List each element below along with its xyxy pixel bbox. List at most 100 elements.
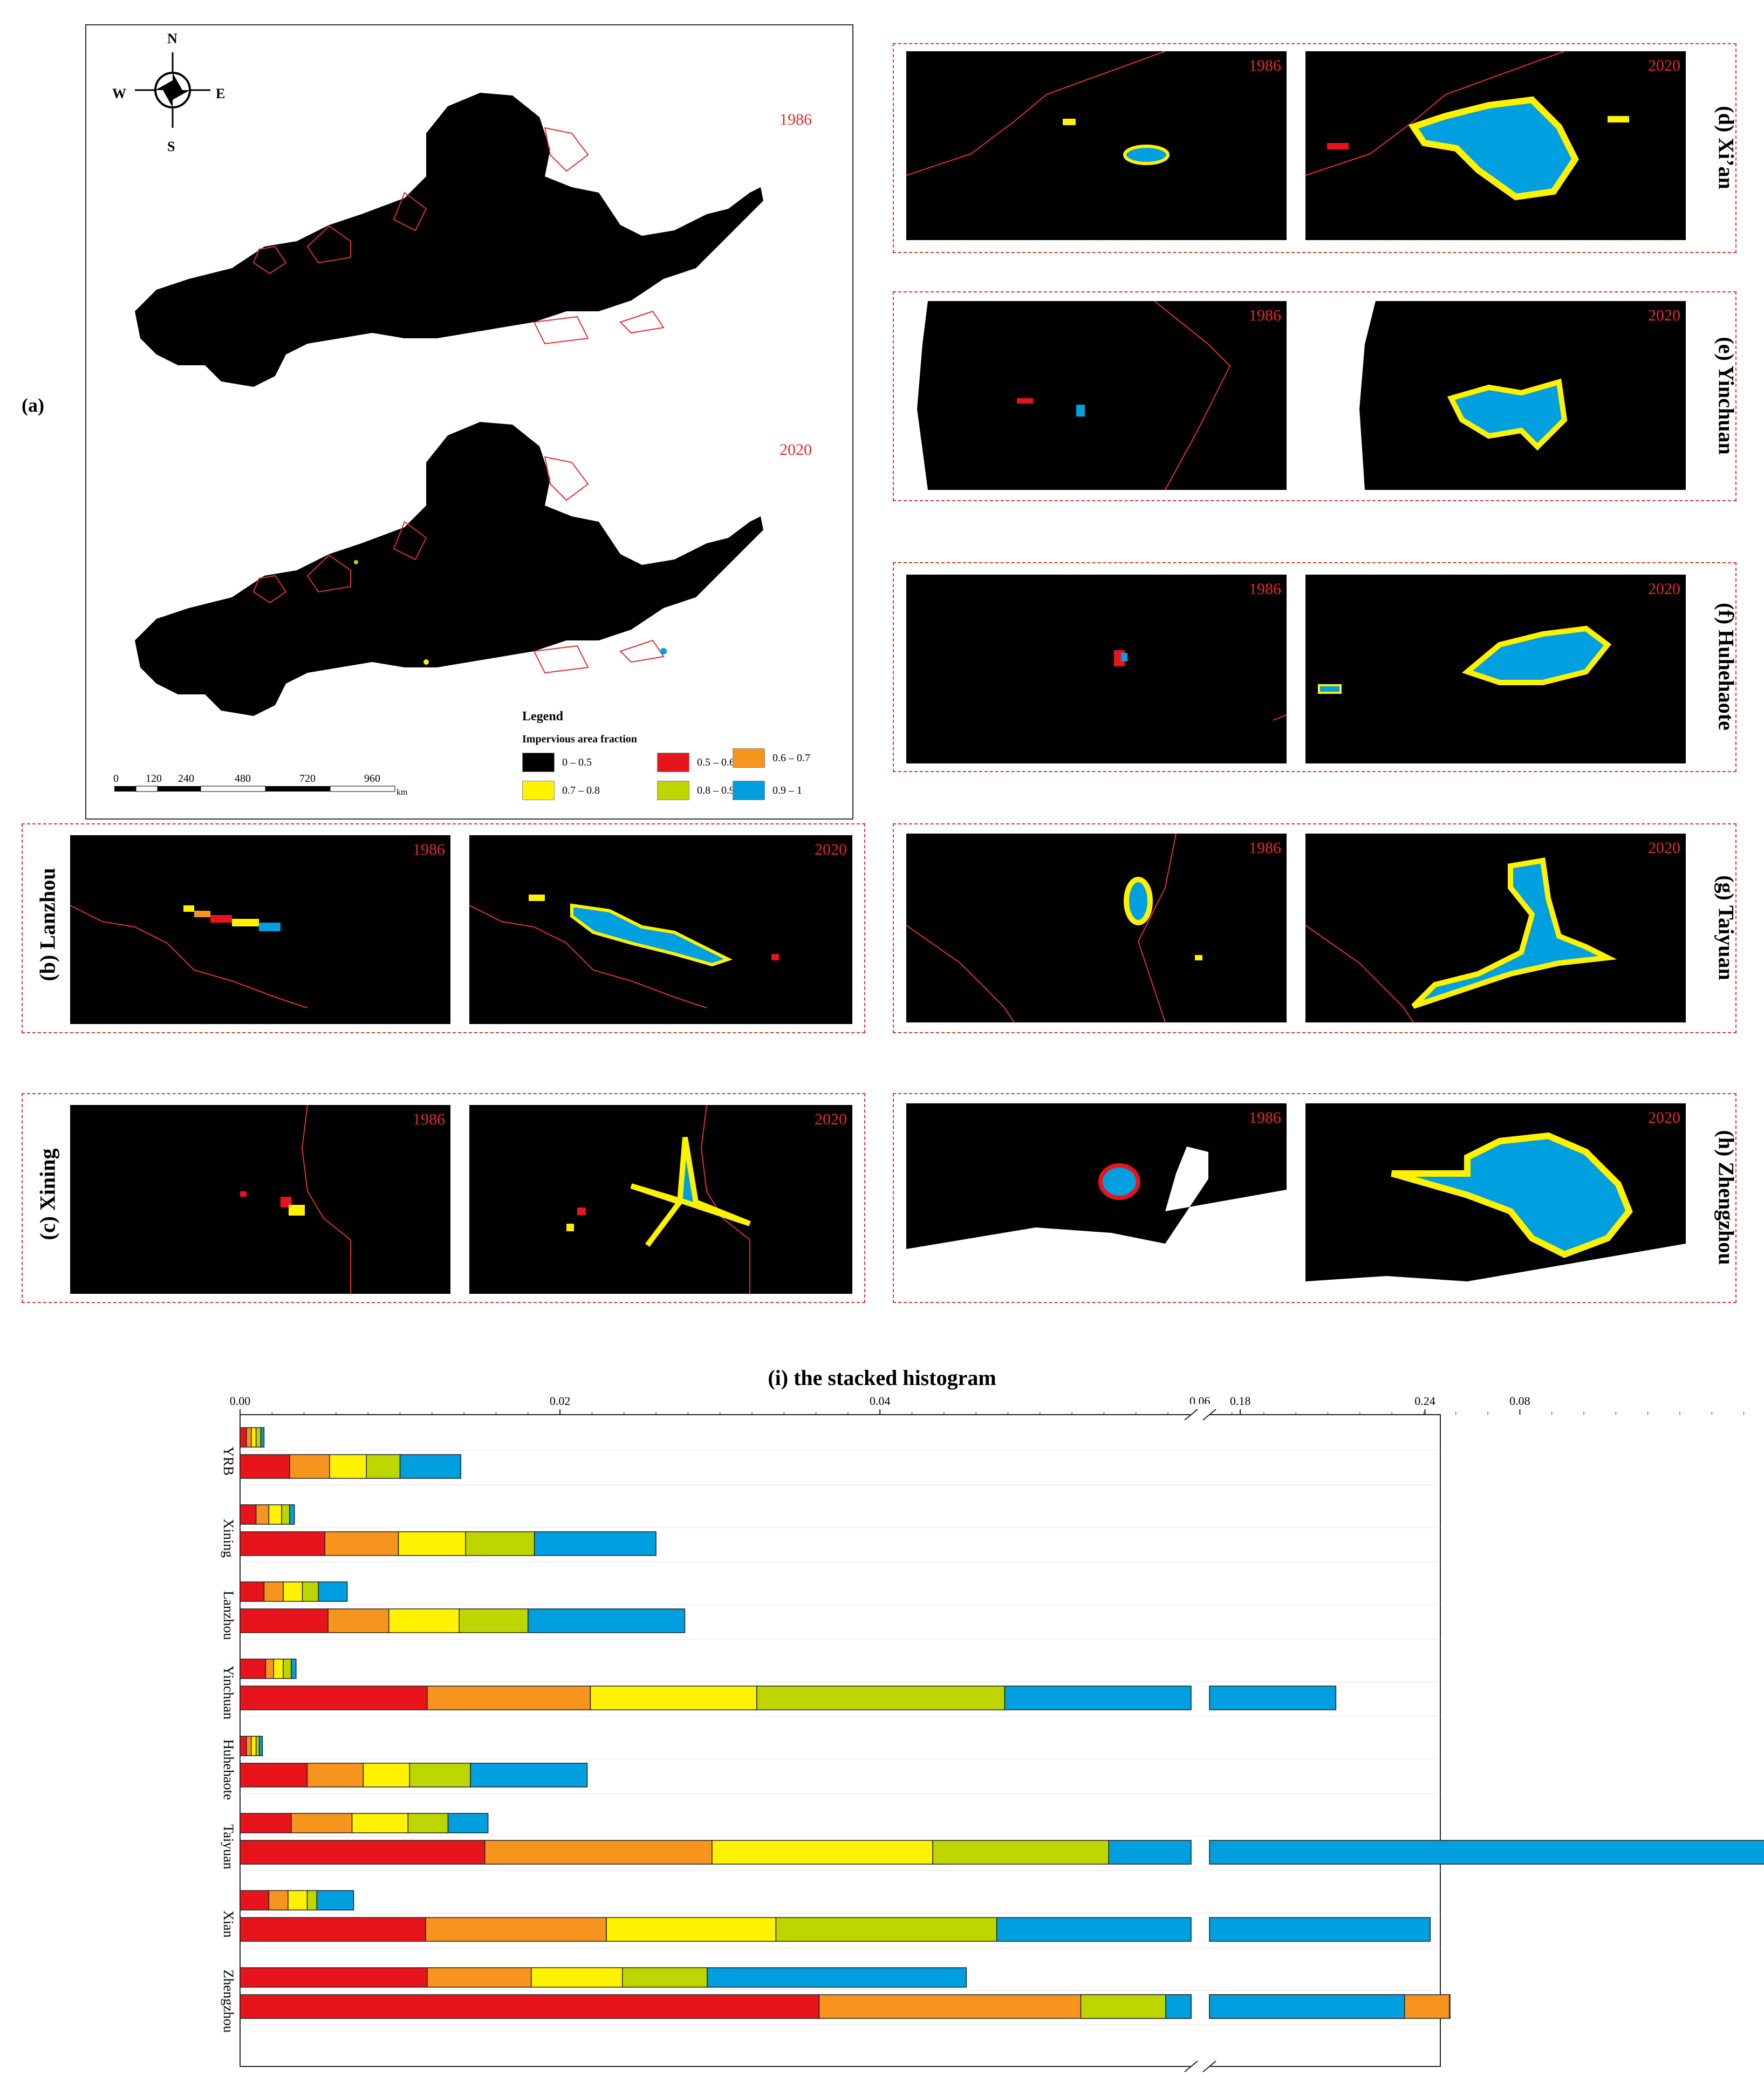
bar-1986-segment: [258, 1736, 263, 1756]
year-label: 2020: [1648, 1109, 1680, 1127]
bar-2020-segment: [459, 1608, 529, 1633]
bar-2020-segment: [1080, 1994, 1166, 2019]
category-label: Taiyuan: [221, 1824, 236, 1869]
scale-unit: km: [396, 788, 408, 797]
overview-year-1986: 1986: [780, 111, 812, 128]
bar-2020-segment: [327, 1608, 389, 1633]
bar-1986-segment: [240, 1581, 265, 1602]
map-yinchuan-1986: 1986: [906, 301, 1287, 490]
bar-1986-segment: [316, 1890, 354, 1911]
bar-1986-segment: [291, 1659, 297, 1679]
bar-2020-segment: [470, 1763, 588, 1788]
bar-1986-segment: [268, 1504, 282, 1525]
bar-2020-segment: [240, 1531, 325, 1556]
overview-year-2020: 2020: [780, 441, 812, 459]
legend-item: 0.8 – 0.9: [657, 781, 735, 800]
bar-1986-segment: [283, 1581, 303, 1602]
bar-2020-segment: [1165, 1994, 1192, 2019]
bar-2020-segment: [1209, 1917, 1431, 1942]
bar-2020-segment: [363, 1763, 411, 1788]
compass-icon: [135, 52, 210, 128]
bar-2020-segment: [399, 1454, 461, 1479]
bar-1986-segment: [251, 1427, 257, 1448]
category-label: Xian: [221, 1911, 236, 1938]
bar-1986-segment: [273, 1659, 284, 1679]
bar-1986-segment: [265, 1659, 275, 1679]
bar-2020-segment: [409, 1763, 471, 1788]
plot-frame: [240, 1414, 1441, 2067]
bar-1986-segment: [240, 1659, 266, 1679]
scale-bar: 0 120 240 480 720 960 km: [113, 773, 408, 797]
map-zhengzhou-1986: 1986: [906, 1103, 1287, 1292]
compass-n: N: [167, 31, 177, 46]
scale-tick: 960: [364, 773, 380, 784]
category-label: Zhengzhou: [221, 1970, 236, 2033]
bar-1986-segment: [447, 1813, 489, 1833]
bar-2020-segment: [1209, 1840, 1764, 1865]
year-label: 1986: [413, 1110, 445, 1128]
compass-e: E: [216, 86, 225, 101]
bar-2020-segment: [996, 1917, 1192, 1942]
bar-1986-segment: [263, 1581, 284, 1602]
x-tick-label: 0.24: [1414, 1394, 1435, 1408]
map-huhehaote-1986: 1986: [906, 575, 1287, 763]
year-label: 1986: [1249, 580, 1281, 598]
legend-item: 0.5 – 0.6: [657, 753, 735, 772]
category-label: Lanzhou: [221, 1591, 236, 1640]
bar-1986-segment: [318, 1581, 348, 1602]
map-zhengzhou-2020: 2020: [1305, 1103, 1686, 1292]
bar-2020-segment: [712, 1840, 933, 1865]
panel-xian: [893, 43, 1736, 253]
bar-1986-segment: [240, 1427, 247, 1448]
bar-2020-segment: [465, 1531, 535, 1556]
bar-1986-segment: [351, 1813, 409, 1833]
map-lanzhou-2020: 2020: [469, 835, 852, 1024]
bar-1986-segment: [260, 1427, 265, 1448]
legend-item: 0 – 0.5: [522, 753, 592, 772]
map-xining-1986: 1986: [70, 1105, 450, 1294]
bar-2020-segment: [775, 1917, 997, 1942]
bar-1986-segment: [288, 1890, 308, 1911]
scale-tick: 480: [235, 773, 251, 784]
bar-1986-segment: [707, 1967, 967, 1988]
year-label: 2020: [1648, 306, 1680, 324]
bar-1986-segment: [302, 1581, 319, 1602]
year-label: 2020: [1648, 57, 1680, 74]
basin-map-2020: [135, 422, 763, 716]
compass-s: S: [167, 139, 175, 154]
bar-1986-segment: [622, 1967, 708, 1988]
bar-2020-segment: [425, 1917, 607, 1942]
category-label: Yinchuan: [221, 1666, 236, 1720]
bar-2020-segment: [484, 1840, 713, 1865]
panel-xining: [22, 1093, 865, 1303]
overview-map-frame: N S E W 1986 2020 Legend Impervious area…: [85, 24, 853, 820]
year-label: 2020: [815, 841, 847, 858]
year-label: 1986: [1249, 306, 1281, 324]
bar-2020-segment: [590, 1686, 757, 1710]
bar-2020-segment: [240, 1686, 428, 1710]
scale-tick: 720: [299, 773, 316, 784]
bar-1986-segment: [240, 1504, 257, 1525]
category-label: YRB: [221, 1447, 236, 1475]
bar-1986-segment: [240, 1890, 270, 1911]
year-label: 2020: [1648, 839, 1680, 857]
map-huhehaote-2020: 2020: [1305, 575, 1686, 763]
bar-2020-segment: [366, 1454, 401, 1479]
bar-2020-segment: [306, 1763, 364, 1788]
year-label: 1986: [1249, 1109, 1281, 1127]
bar-2020-segment: [528, 1608, 686, 1633]
map-lanzhou-1986: 1986: [70, 835, 450, 1024]
scale-tick: 240: [178, 773, 194, 784]
bar-2020-segment: [1004, 1686, 1192, 1710]
year-label: 2020: [1648, 580, 1680, 598]
x-tick-label: 0.02: [550, 1394, 571, 1408]
bar-1986-segment: [268, 1890, 289, 1911]
panel-zhengzhou: [893, 1093, 1736, 1303]
bar-1986-segment: [281, 1504, 290, 1525]
map-xining-2020: 2020: [469, 1105, 852, 1294]
bar-1986-segment: [240, 1967, 428, 1988]
category-label: Xining: [221, 1519, 236, 1558]
legend-title: Legend: [522, 709, 564, 724]
bar-1986-segment: [246, 1427, 252, 1448]
bar-2020-segment: [289, 1454, 330, 1479]
